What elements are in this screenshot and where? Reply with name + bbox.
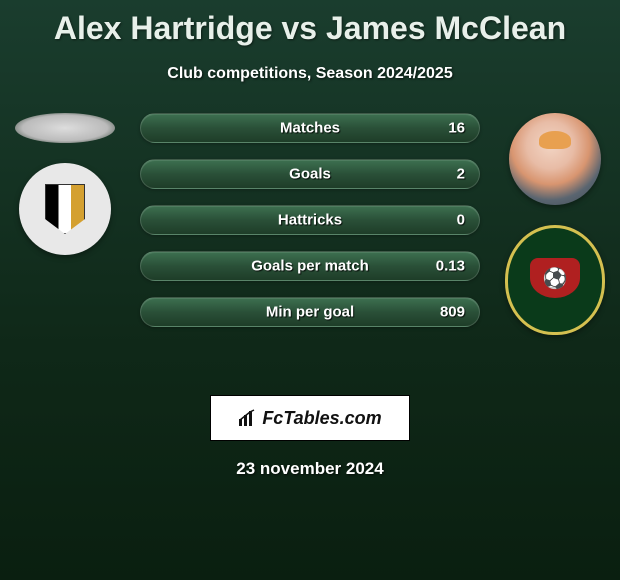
stat-value: 809	[440, 304, 465, 321]
player-left-avatar-placeholder	[15, 113, 115, 143]
club-crest-left	[19, 163, 111, 255]
stat-bar-goals: Goals 2	[140, 159, 480, 189]
page-title: Alex Hartridge vs James McClean	[0, 0, 620, 47]
stat-label: Goals	[289, 166, 331, 183]
brand-box: FcTables.com	[210, 395, 410, 441]
stat-label: Matches	[280, 120, 340, 137]
stat-label: Min per goal	[266, 304, 354, 321]
subtitle: Club competitions, Season 2024/2025	[0, 65, 620, 83]
club-crest-right	[505, 225, 605, 335]
stat-bars: Matches 16 Goals 2 Hattricks 0 Goals per…	[140, 113, 480, 327]
stat-value: 0	[457, 212, 465, 229]
date-label: 23 november 2024	[0, 459, 620, 479]
shield-icon	[45, 184, 85, 234]
left-column	[10, 113, 120, 255]
stat-bar-goals-per-match: Goals per match 0.13	[140, 251, 480, 281]
player-right-avatar	[509, 113, 601, 205]
brand-label: FcTables.com	[262, 408, 381, 429]
right-column	[500, 113, 610, 335]
stat-value: 2	[457, 166, 465, 183]
comparison-content: Matches 16 Goals 2 Hattricks 0 Goals per…	[0, 113, 620, 373]
stat-value: 16	[448, 120, 465, 137]
stat-bar-hattricks: Hattricks 0	[140, 205, 480, 235]
stat-value: 0.13	[436, 258, 465, 275]
stat-label: Hattricks	[278, 212, 342, 229]
stat-label: Goals per match	[251, 258, 369, 275]
stat-bar-matches: Matches 16	[140, 113, 480, 143]
stat-bar-min-per-goal: Min per goal 809	[140, 297, 480, 327]
chart-icon	[238, 409, 256, 427]
